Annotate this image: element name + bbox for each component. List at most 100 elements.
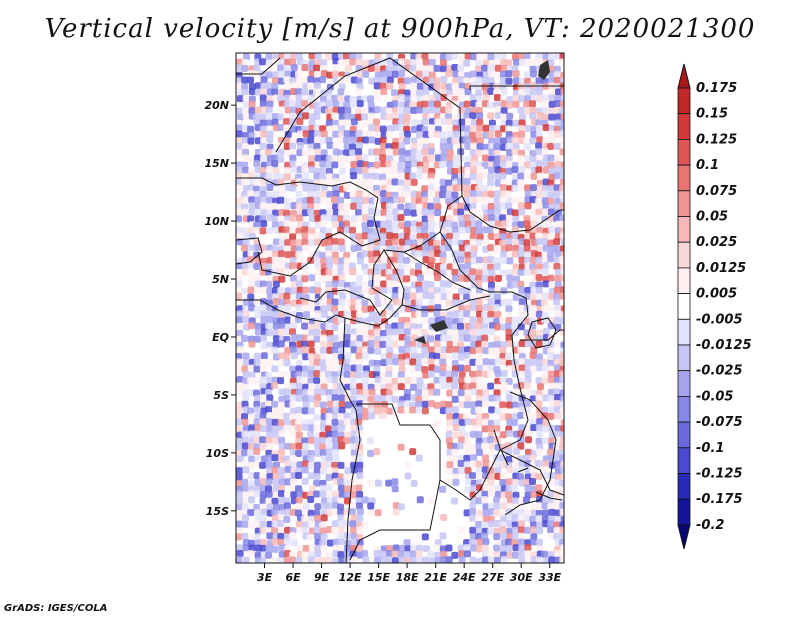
velocity-cell — [248, 107, 256, 115]
velocity-cell — [410, 209, 418, 217]
velocity-cell — [343, 251, 351, 259]
velocity-cell — [541, 466, 549, 474]
velocity-cell — [392, 508, 400, 516]
velocity-cell — [350, 538, 358, 546]
velocity-cell — [259, 527, 267, 535]
velocity-cell — [523, 215, 531, 223]
velocity-cell — [374, 311, 382, 319]
velocity-cell — [428, 557, 436, 563]
velocity-cell — [332, 257, 340, 265]
velocity-cell — [517, 155, 525, 163]
velocity-cell — [283, 220, 291, 228]
velocity-cell — [535, 502, 543, 510]
velocity-cell — [247, 509, 255, 517]
velocity-cell — [259, 100, 267, 108]
velocity-cell — [475, 220, 483, 228]
velocity-cell — [313, 490, 321, 498]
velocity-cell — [488, 292, 496, 300]
velocity-cell — [512, 244, 520, 252]
velocity-cell — [301, 89, 309, 97]
velocity-cell — [350, 514, 358, 522]
velocity-cell — [343, 257, 351, 265]
velocity-cell — [391, 100, 399, 108]
velocity-cell — [464, 376, 472, 384]
velocity-cell — [421, 191, 429, 199]
velocity-cell — [290, 352, 298, 360]
velocity-cell — [332, 130, 340, 138]
velocity-cell — [248, 100, 256, 108]
velocity-cell — [493, 149, 501, 157]
velocity-cell — [331, 352, 339, 360]
colorbar-segment — [677, 421, 691, 449]
velocity-cell — [398, 64, 406, 72]
velocity-cell — [535, 484, 543, 492]
velocity-cell — [500, 382, 508, 390]
velocity-cell — [403, 227, 411, 235]
velocity-cell — [319, 401, 327, 409]
velocity-cell — [541, 437, 549, 445]
velocity-cell — [488, 406, 496, 414]
velocity-cell — [374, 71, 382, 79]
velocity-cell — [547, 142, 555, 150]
velocity-cell — [283, 118, 291, 126]
velocity-cell — [289, 425, 297, 433]
velocity-cell — [301, 166, 309, 174]
velocity-cell — [355, 304, 363, 312]
velocity-cell — [380, 556, 388, 563]
velocity-cell — [446, 131, 454, 139]
velocity-cell — [271, 538, 279, 546]
velocity-cell — [476, 208, 484, 216]
velocity-cell — [284, 251, 292, 259]
velocity-cell — [434, 209, 442, 217]
velocity-cell — [260, 88, 268, 96]
velocity-cell — [367, 172, 375, 180]
velocity-cell — [367, 148, 375, 156]
velocity-cell — [331, 376, 339, 384]
velocity-cell — [386, 125, 394, 133]
velocity-cell — [259, 155, 267, 163]
velocity-cell — [494, 472, 502, 480]
velocity-cell — [500, 287, 508, 295]
velocity-cell — [254, 322, 262, 330]
velocity-cell — [559, 148, 564, 156]
velocity-cell — [493, 389, 501, 397]
velocity-cell — [380, 167, 388, 175]
velocity-cell — [248, 208, 256, 216]
velocity-cell — [488, 341, 496, 349]
velocity-cell — [535, 131, 543, 139]
velocity-cell — [469, 454, 477, 462]
velocity-cell — [560, 130, 564, 138]
velocity-cell — [242, 514, 250, 522]
velocity-cell — [476, 538, 484, 546]
velocity-cell — [343, 262, 351, 270]
velocity-cell — [476, 353, 484, 361]
velocity-cell — [530, 184, 538, 192]
velocity-cell — [487, 556, 495, 563]
velocity-cell — [428, 232, 436, 240]
velocity-cell — [511, 316, 519, 324]
velocity-cell — [470, 484, 478, 492]
velocity-cell — [469, 70, 477, 78]
velocity-cell — [379, 190, 387, 198]
velocity-cell — [488, 281, 496, 289]
velocity-cell — [313, 124, 321, 132]
velocity-cell — [421, 310, 429, 318]
velocity-cell — [421, 185, 429, 193]
velocity-cell — [254, 287, 262, 295]
velocity-cell — [404, 161, 412, 169]
velocity-cell — [452, 274, 460, 282]
velocity-cell — [475, 178, 483, 186]
velocity-cell — [487, 436, 495, 444]
velocity-cell — [272, 167, 280, 175]
velocity-cell — [403, 118, 411, 126]
velocity-cell — [416, 292, 424, 300]
velocity-cell — [398, 70, 406, 78]
velocity-cell — [511, 358, 519, 366]
velocity-cell — [463, 509, 471, 517]
velocity-cell — [475, 65, 483, 73]
velocity-cell — [260, 341, 268, 349]
colorbar-segment — [677, 473, 691, 500]
velocity-cell — [511, 497, 519, 505]
velocity-cell — [307, 82, 315, 90]
velocity-cell — [547, 233, 555, 241]
